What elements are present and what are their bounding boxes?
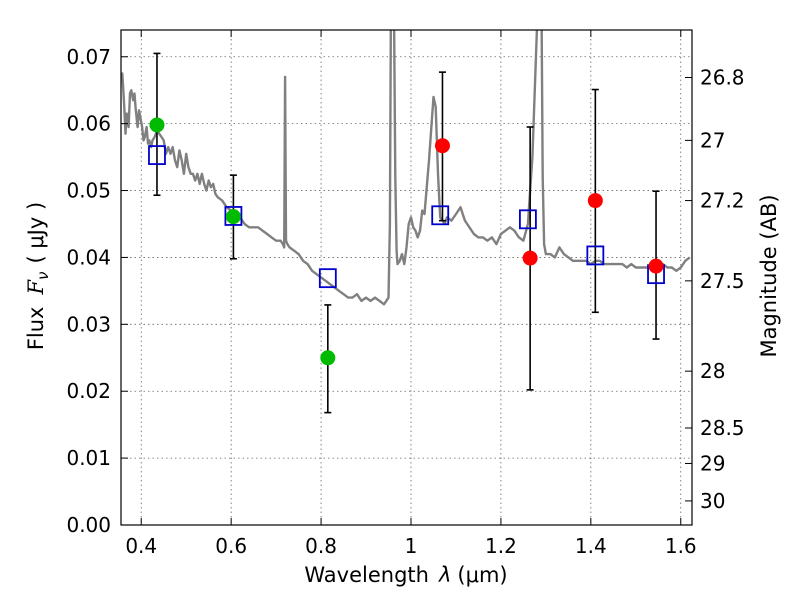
y-tick-label: 0.05: [66, 179, 111, 203]
x-tick-label: 0.6: [215, 534, 247, 558]
x-tick-label: 1.2: [485, 534, 517, 558]
y2-tick-label: 28: [700, 359, 725, 383]
y2-tick-label: 26.8: [700, 65, 745, 89]
model-photometry-square: [431, 205, 450, 226]
model-photometry-square: [224, 206, 243, 226]
y-tick-label: 0.06: [66, 112, 111, 136]
x-axis-label-prefix: Wavelength: [304, 563, 429, 587]
y-tick-label: 0.01: [66, 446, 111, 470]
observed-flux-point: [434, 138, 450, 154]
y2-tick-label: 27.2: [700, 189, 745, 213]
observed-flux-point: [522, 250, 538, 266]
y2-tick-label: 30: [700, 489, 725, 513]
x-tick-label: 1: [405, 534, 418, 558]
tick-layer: 0.4 0.6 0.8 1 1.2 1.4 1.6 0.00 0.01 0.02 0.03 0.04 0…: [66, 30, 745, 558]
observed-flux-point: [225, 209, 241, 225]
y2-tick-label: 29: [700, 451, 725, 475]
spectrum-layer: [121, 30, 691, 306]
marker-layer: [148, 117, 665, 366]
plot-frame: [120, 29, 693, 526]
model-photometry-square: [518, 209, 537, 230]
y-axis-label: Flux Fν ( μJy ): [24, 202, 52, 350]
x-tick-label: 1.6: [665, 534, 697, 558]
y-tick-label: 0.03: [66, 312, 111, 336]
x-tick-label: 1.4: [575, 534, 607, 558]
errorbar-layer: [153, 52, 660, 414]
observed-flux-point: [320, 350, 336, 366]
model-spectrum-line: [121, 30, 691, 306]
y-axis-label-prefix: Flux: [24, 307, 48, 351]
model-photometry-square: [586, 245, 605, 266]
y-tick-label: 0.02: [66, 379, 111, 403]
y-tick-label: 0.04: [66, 245, 111, 269]
observed-flux-point: [149, 117, 165, 133]
model-photometry-square: [318, 268, 337, 289]
observed-flux-point: [648, 258, 664, 274]
y-axis-label-symbol: F: [24, 279, 48, 296]
y-axis-label-unit: ( μJy ): [24, 202, 48, 264]
model-photometry-square: [148, 145, 166, 165]
y2-tick-label: 27: [700, 128, 725, 152]
y-tick-label: 0.07: [66, 45, 111, 69]
x-axis-label-symbol: λ: [438, 563, 451, 587]
x-axis-label: Wavelength λ (μm): [304, 563, 507, 587]
x-tick-label: 0.4: [125, 534, 157, 558]
y2-axis-label: Magnitude (AB): [757, 194, 781, 357]
y-tick-label: 0.00: [66, 513, 111, 537]
x-tick-label: 0.8: [305, 534, 337, 558]
y-axis-label-subscript: ν: [34, 272, 52, 280]
y2-tick-label: 27.5: [700, 269, 745, 293]
y2-tick-label: 28.5: [700, 416, 745, 440]
x-axis-label-unit: (μm): [457, 563, 507, 587]
observed-flux-point: [587, 193, 603, 209]
grid-layer: [121, 30, 692, 525]
